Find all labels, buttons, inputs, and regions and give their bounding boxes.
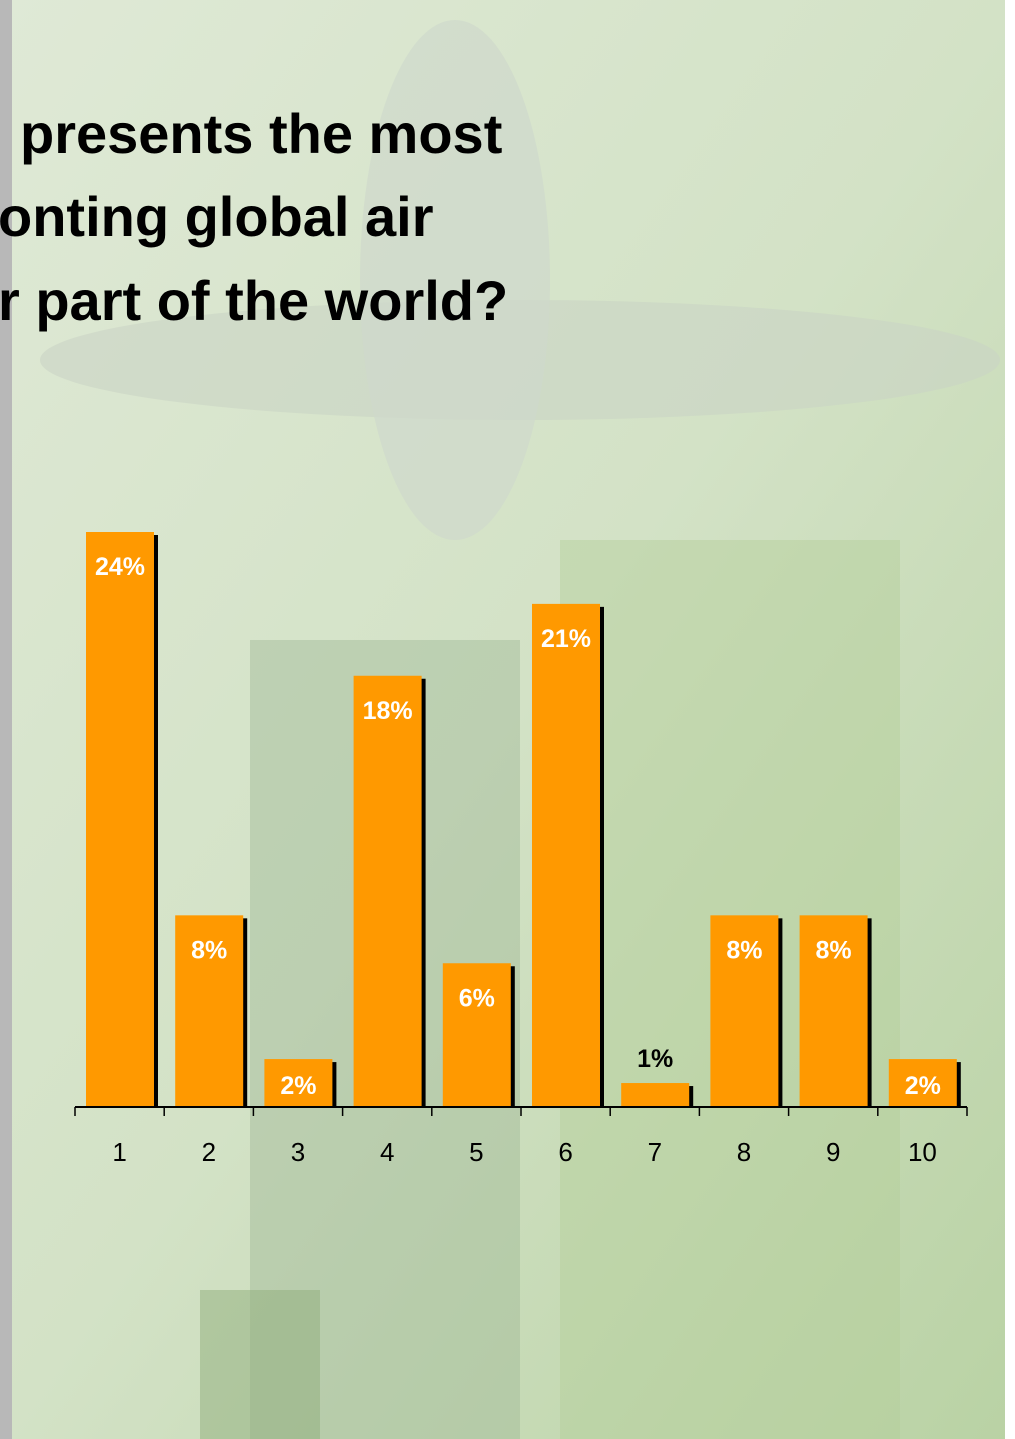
x-tick-label: 3 — [291, 1137, 305, 1167]
data-label: 8% — [191, 936, 227, 964]
x-tick-label: 6 — [558, 1137, 572, 1167]
data-label: 8% — [816, 936, 852, 964]
building — [200, 1290, 320, 1439]
title: presents the most onting global air r part… — [0, 102, 508, 332]
left-strip — [0, 0, 12, 1439]
x-tick-label: 1 — [112, 1137, 126, 1167]
bar — [710, 915, 779, 1107]
bar — [175, 915, 244, 1107]
x-tick-label: 8 — [737, 1137, 751, 1167]
data-label: 21% — [541, 625, 591, 653]
bar — [264, 1059, 333, 1107]
data-label: 1% — [637, 1045, 673, 1073]
x-tick-label: 5 — [469, 1137, 483, 1167]
bar — [532, 603, 600, 1107]
right-margin — [1005, 0, 1015, 1439]
bar — [86, 532, 154, 1107]
bar — [621, 1083, 690, 1107]
x-tick-label: 4 — [380, 1137, 394, 1167]
data-label: 6% — [459, 984, 495, 1012]
bar — [442, 963, 511, 1107]
title-line: onting global air — [0, 185, 434, 248]
title-line: presents the most — [20, 102, 502, 165]
x-tick-label: 2 — [202, 1137, 216, 1167]
bar — [888, 1059, 957, 1107]
bar — [799, 915, 868, 1107]
plot-area: 24% 8% 2% 18% 6% 21% 1% 8% 8% 2% 1 2 3 4 5 6 7 8 9 10 — [74, 532, 968, 1167]
data-label: 8% — [726, 936, 762, 964]
x-tick-label: 10 — [908, 1137, 937, 1167]
data-label: 18% — [363, 697, 413, 725]
data-label: 2% — [905, 1072, 941, 1100]
x-tick-label: 7 — [648, 1137, 662, 1167]
title-line: r part of the world? — [0, 269, 508, 332]
x-tick-label: 9 — [826, 1137, 840, 1167]
bar — [353, 675, 422, 1107]
data-label: 24% — [95, 553, 145, 581]
data-label: 2% — [280, 1072, 316, 1100]
airplane-body — [360, 20, 550, 540]
